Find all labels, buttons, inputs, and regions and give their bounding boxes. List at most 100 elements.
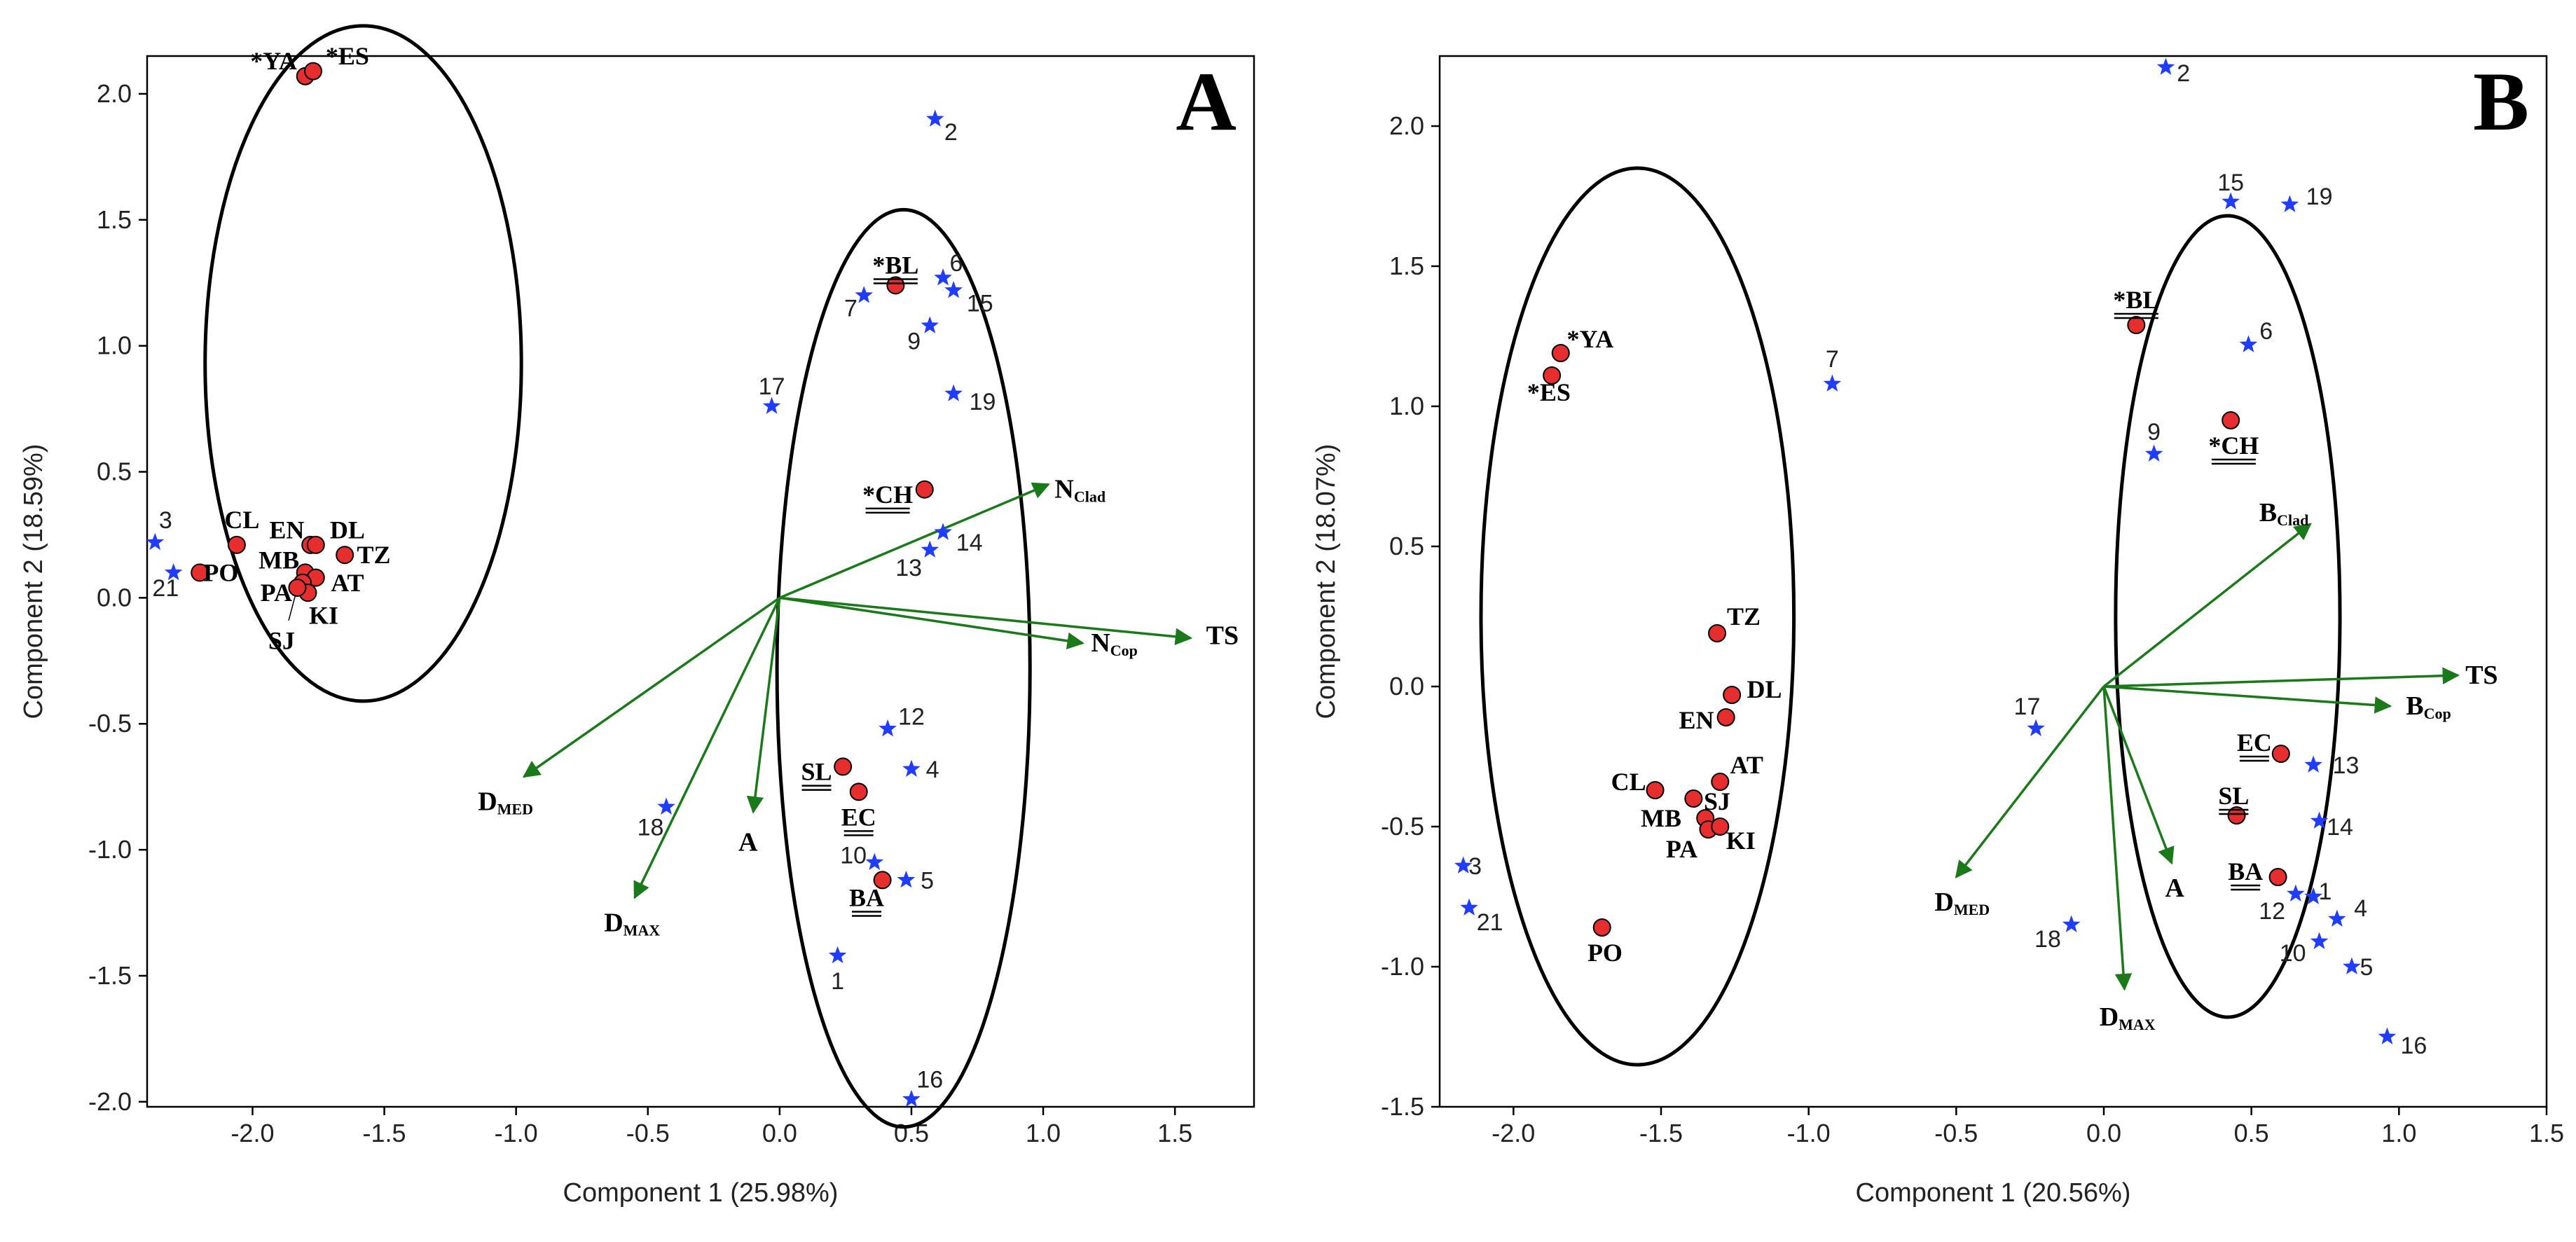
panel-a-site-label: *YA xyxy=(250,47,297,75)
panel-a-sample-label: 18 xyxy=(638,815,664,841)
panel-a-site-point xyxy=(834,757,853,776)
panel-b-y-tick-label: -0.5 xyxy=(1381,812,1424,841)
panel-b-site-point xyxy=(1711,817,1730,836)
panel-a-sample-star xyxy=(657,797,675,815)
panel-a-sample-label: 6 xyxy=(949,250,963,277)
panel-b-vector-label: BCop xyxy=(2406,691,2451,722)
panel-a-x-axis-label: Component 1 (25.98%) xyxy=(563,1178,839,1208)
panel-b-site-point xyxy=(1543,366,1562,385)
panel-b-sample-label: 10 xyxy=(2280,940,2306,967)
panel-b-sample-star xyxy=(2062,915,2081,932)
panel-a-sample-star xyxy=(762,396,781,414)
panel-b-sample-star xyxy=(2328,909,2346,927)
panel-a-x-tick-label: -2.0 xyxy=(230,1119,274,1147)
panel-a-sample-star xyxy=(855,286,874,303)
panel-b-sample-label: 18 xyxy=(2034,926,2061,953)
panel-a-sample-star xyxy=(934,523,952,540)
panel-a-sample-star xyxy=(902,1089,921,1108)
panel-a-sample-label: 12 xyxy=(898,703,925,730)
panel-b-sample-label: 14 xyxy=(2327,814,2353,841)
panel-a-sample-label: 2 xyxy=(944,119,958,146)
panel-a-vector-arrow xyxy=(522,596,780,778)
panel-a-y-tick-label: 0.0 xyxy=(97,583,132,612)
panel-a-group-ellipse xyxy=(775,207,1032,1129)
panel-b-sample-label: 7 xyxy=(1826,346,1839,373)
panel-b-site-label: DL xyxy=(1747,675,1782,703)
panel-a-sample-star xyxy=(879,719,897,737)
panel-b-plot-frame xyxy=(1438,55,2548,1108)
panel-a-plot-frame xyxy=(146,55,1255,1108)
panel-a-site-label: DL xyxy=(330,516,365,544)
panel-a-sample-star xyxy=(934,268,952,286)
panel-a-sample-label: 19 xyxy=(970,389,996,415)
panel-b-sample-star xyxy=(2310,811,2329,829)
panel-b-site-label: *CH xyxy=(2208,432,2259,460)
panel-b-sample-star xyxy=(2287,884,2305,902)
panel-b-site-point xyxy=(2222,411,2240,429)
panel-a-vector-arrow xyxy=(746,598,781,814)
panel-a-site-point xyxy=(306,535,325,554)
panel-a-site-point xyxy=(191,563,209,582)
panel-b-y-tick-label: -1.5 xyxy=(1381,1092,1424,1121)
panel-b-site-point xyxy=(1551,344,1570,362)
panel-a-site-label: PA xyxy=(261,579,292,607)
panel-a-sample-label: 21 xyxy=(152,575,179,602)
panel-a-vector-label: DMAX xyxy=(604,908,660,939)
panel-b-x-tick-label: 1.0 xyxy=(2381,1119,2416,1147)
panel-a-y-axis-label: Component 2 (18.59%) xyxy=(19,444,48,719)
panel-b-site-label: PA xyxy=(1666,835,1697,863)
panel-b-sample-star xyxy=(2343,957,2361,974)
panel-b-x-tick-label: 1.5 xyxy=(2529,1119,2564,1147)
panel-b-sample-star xyxy=(1823,374,1842,392)
panel-a-site-point xyxy=(227,535,246,554)
panel-a-sample-star xyxy=(828,946,847,964)
panel-a-y-tick-label: 1.0 xyxy=(97,331,132,360)
panel-a-site-label: *ES xyxy=(326,42,369,70)
panel-a-site-label: SJ xyxy=(268,627,295,655)
panel-b-site-label: MB xyxy=(1641,804,1681,832)
panel-a-x-tick-label: -1.0 xyxy=(495,1119,538,1147)
panel-b-group-ellipse xyxy=(1479,166,1796,1067)
panel-b-vector-label: BClad xyxy=(2259,498,2309,529)
panel-a-sample-label: 9 xyxy=(907,328,921,354)
panel-b-sample-star xyxy=(2378,1027,2397,1044)
panel-a-sample-star xyxy=(921,316,939,333)
panel-b-sample-star xyxy=(2027,719,2045,736)
panel-b-sample-star xyxy=(2144,444,2163,462)
panel-a-sample-star xyxy=(897,870,916,888)
panel-a-site-label: MB xyxy=(259,546,299,574)
panel-a-x-tick-label: 1.5 xyxy=(1157,1119,1192,1147)
panel-b-sample-label: 19 xyxy=(2306,184,2333,210)
panel-b-site-point xyxy=(2271,745,2290,763)
panel-b-site-label: KI xyxy=(1726,827,1756,855)
panel-b-sample-star xyxy=(2304,887,2322,904)
panel-a-x-tick-label: -1.5 xyxy=(363,1119,406,1147)
panel-b-group-ellipse xyxy=(2114,214,2342,1019)
panel-b-site-point xyxy=(2127,316,2146,334)
panel-b-panel-letter: B xyxy=(2473,55,2529,148)
panel-b-sample-star xyxy=(2310,932,2329,949)
panel-b-site-point xyxy=(1723,686,1742,704)
panel-a-sample-star xyxy=(944,281,963,298)
panel-a-chart: -2.0 -1.5 -1.0 -0.5 0.0 0.5 1.0 1.5 -2.0 -1.5 -1.0… xyxy=(19,24,1255,1208)
panel-a-y-tick-label: 1.5 xyxy=(97,205,132,234)
panel-b-site-label: AT xyxy=(1730,751,1763,779)
panel-b-vector-label: TS xyxy=(2465,661,2498,690)
panel-a-sample-star xyxy=(902,759,921,777)
panel-a-site-label: SL xyxy=(801,758,832,786)
panel-b-sample-star xyxy=(2156,57,2175,75)
panel-b-sample-label: 21 xyxy=(1477,909,1503,936)
panel-a-site-label: KI xyxy=(309,602,338,630)
panel-b-site-label: *ES xyxy=(1527,378,1571,406)
panel-b-y-tick-label: 0.5 xyxy=(1389,532,1424,560)
panel-b-site-label: PO xyxy=(1587,939,1623,967)
panel-a-y-tick-label: 2.0 xyxy=(97,79,132,108)
panel-b-sample-label: 13 xyxy=(2333,752,2360,779)
panel-b-sample-label: 3 xyxy=(1468,853,1482,880)
panel-a-sample-star xyxy=(921,540,939,558)
panel-b-site-point xyxy=(1592,918,1611,937)
panel-a-sample-label: 5 xyxy=(921,867,934,894)
panel-a-site-point xyxy=(288,578,307,597)
panel-b-sample-label: 4 xyxy=(2354,895,2367,922)
